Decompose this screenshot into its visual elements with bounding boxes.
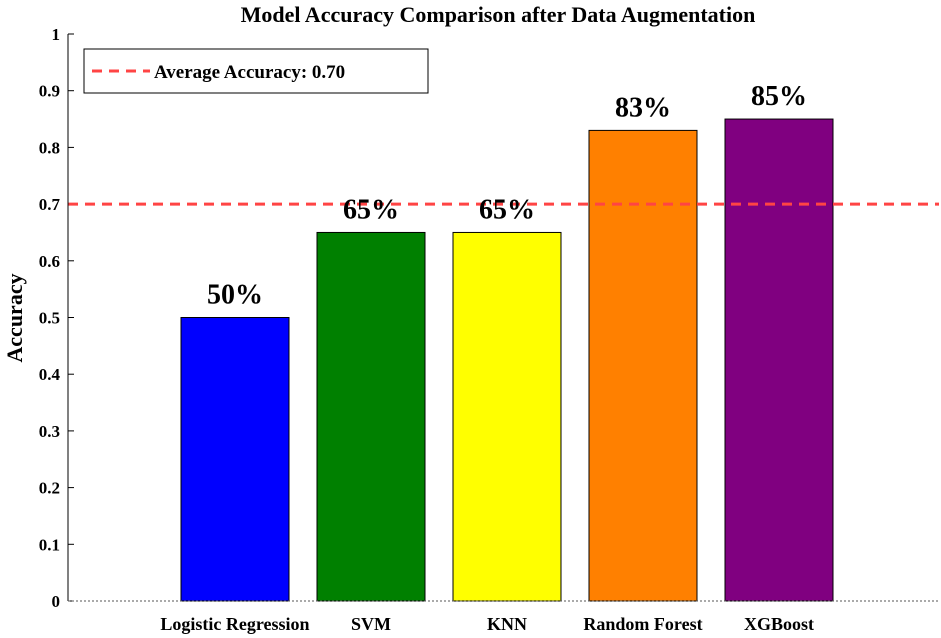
y-axis-ticks: 0 0.1 0.2 0.3 0.4 0.5 0.6 0.7 0.8 0.9 1 [39, 25, 74, 611]
y-tick-label: 0 [52, 592, 61, 611]
data-label: 85% [751, 81, 807, 112]
plot-area: 0 0.1 0.2 0.3 0.4 0.5 0.6 0.7 0.8 0.9 1 Logistic R… [39, 25, 939, 634]
chart-title: Model Accuracy Comparison after Data Aug… [241, 2, 756, 27]
data-label: 83% [615, 92, 671, 123]
bar-svm [316, 231, 426, 602]
y-tick-label: 0.6 [39, 252, 60, 271]
bar-random-forest [588, 129, 698, 602]
y-tick-label: 0.3 [39, 422, 60, 441]
data-labels: 50% 65% 65% 83% 85% [207, 81, 807, 310]
legend-entry-average-accuracy: Average Accuracy: 0.70 [154, 62, 345, 83]
bar-xgboost [724, 118, 834, 602]
y-tick-label: 0.7 [39, 195, 61, 214]
y-tick-label: 0.4 [39, 365, 61, 384]
y-tick-label: 1 [52, 25, 61, 44]
y-tick-label: 0.8 [39, 138, 60, 157]
data-label: 50% [207, 280, 263, 311]
y-tick-label: 0.1 [39, 535, 60, 554]
bars [180, 118, 834, 602]
x-tick-label: KNN [487, 614, 527, 634]
x-tick-label: XGBoost [744, 614, 814, 634]
y-tick-label: 0.9 [39, 82, 60, 101]
legend: Average Accuracy: 0.70 [83, 48, 429, 94]
x-tick-label: Logistic Regression [160, 614, 309, 634]
data-label: 65% [343, 194, 399, 225]
y-axis-label: Accuracy [2, 273, 27, 362]
data-label: 65% [479, 194, 535, 225]
y-tick-label: 0.2 [39, 479, 60, 498]
x-tick-label: SVM [351, 614, 391, 634]
bar-logistic-regression [180, 317, 290, 602]
x-tick-label: Random Forest [583, 614, 702, 634]
legend-box [83, 48, 429, 94]
y-tick-label: 0.5 [39, 309, 60, 328]
category-labels: Logistic Regression SVM KNN Random Forest XG… [160, 614, 814, 634]
bar-knn [452, 231, 562, 602]
